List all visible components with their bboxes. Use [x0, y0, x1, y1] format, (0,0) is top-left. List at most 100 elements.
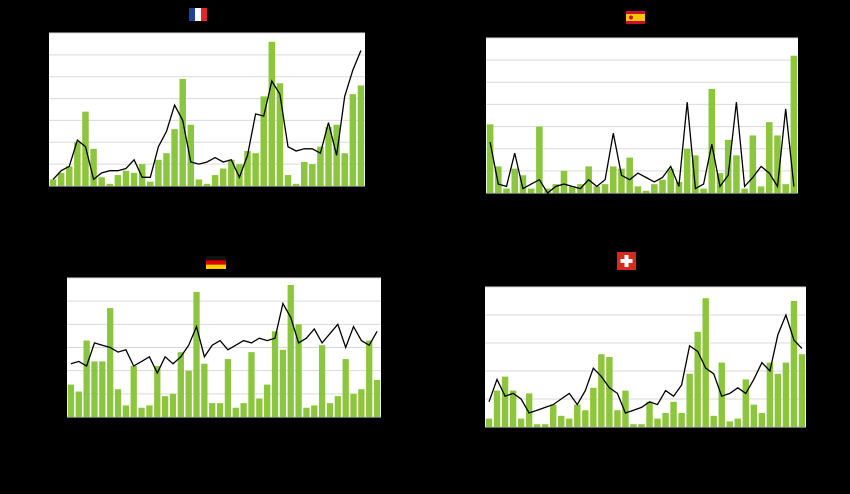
y-tick-label: 3: [37, 115, 43, 126]
bar: [130, 366, 137, 417]
bar: [601, 184, 609, 193]
bar: [342, 359, 349, 417]
bar: [211, 175, 219, 186]
y-tick-label: 0: [55, 412, 61, 423]
y-tick-label: 1: [473, 394, 479, 405]
y-tick-label: 6: [474, 55, 480, 66]
flag-germany: [206, 256, 226, 269]
bar: [525, 393, 533, 427]
flag-france: [189, 8, 207, 21]
bar: [122, 170, 130, 186]
bar: [574, 404, 581, 427]
bar: [232, 407, 239, 417]
y-tick-label: 4: [474, 99, 480, 110]
bar: [582, 410, 589, 427]
bar: [99, 361, 106, 417]
bar: [638, 424, 645, 427]
bar: [702, 298, 709, 427]
bar: [614, 410, 621, 427]
bar: [598, 354, 605, 427]
bar: [566, 418, 573, 427]
bar: [654, 418, 661, 427]
bar: [161, 396, 169, 417]
bar: [485, 418, 493, 427]
bar: [373, 379, 381, 417]
bar: [517, 418, 525, 427]
line: [488, 313, 803, 414]
bar: [171, 129, 178, 186]
bar: [533, 424, 541, 427]
bar: [642, 190, 650, 193]
y-tick-label: 4: [473, 310, 479, 321]
bar: [675, 181, 683, 193]
bar: [155, 159, 162, 186]
bar: [303, 407, 310, 417]
bar: [724, 139, 732, 193]
bar: [106, 183, 114, 186]
bar: [541, 424, 549, 427]
bar: [618, 168, 625, 193]
bar: [228, 159, 235, 186]
y-tick-label: 1: [37, 159, 43, 170]
bar: [646, 401, 653, 427]
bar: [593, 186, 601, 193]
bar: [692, 155, 699, 193]
bar: [495, 166, 502, 193]
flag-spain: [626, 11, 645, 24]
chart-panel: 0 1 2 3 4 5: [473, 282, 806, 433]
bar: [75, 391, 82, 417]
bar: [114, 389, 122, 417]
y-tick-label: 5: [55, 296, 61, 307]
bar: [177, 352, 184, 417]
bar: [742, 379, 750, 427]
bar: [734, 418, 741, 427]
bar: [252, 153, 259, 186]
bar: [790, 301, 798, 427]
line: [52, 50, 362, 181]
bar: [670, 401, 677, 427]
bar: [83, 340, 90, 417]
bar: [622, 390, 629, 427]
y-tick-label: 1: [474, 165, 480, 176]
bar: [256, 398, 263, 417]
bar: [91, 361, 98, 417]
y-tick-label: 3: [473, 338, 479, 349]
bar: [536, 126, 543, 193]
bar: [560, 170, 568, 193]
bar: [757, 186, 765, 193]
bar: [318, 345, 326, 417]
y-tick-label: 5: [473, 282, 479, 293]
bar: [511, 168, 519, 193]
flag-switzerland: [617, 252, 636, 270]
bar: [694, 331, 701, 427]
bar: [726, 421, 733, 427]
bar: [558, 415, 565, 427]
bar: [309, 164, 316, 186]
bar: [609, 166, 617, 193]
bar: [749, 135, 757, 193]
bar: [90, 148, 97, 186]
bar: [67, 384, 75, 417]
bar: [357, 85, 365, 186]
bar: [216, 403, 224, 417]
bar: [295, 324, 302, 417]
y-tick-label: 7: [37, 28, 43, 39]
bar: [325, 126, 332, 186]
bar: [193, 291, 200, 417]
bar: [765, 122, 773, 193]
bar: [311, 405, 318, 417]
bar: [710, 415, 717, 427]
bar: [750, 404, 758, 427]
bar: [57, 172, 65, 186]
bar: [224, 359, 232, 417]
y-tick-label: 0: [474, 188, 480, 199]
bar: [268, 41, 276, 186]
bar: [271, 331, 279, 417]
y-tick-label: 5: [37, 71, 43, 82]
plot-area: [49, 33, 365, 186]
bar: [782, 184, 789, 193]
bar: [203, 183, 211, 186]
bar: [630, 424, 637, 427]
chart-panel: 0 1 2 3 4 5 6 7: [474, 33, 798, 199]
bar: [758, 413, 766, 427]
